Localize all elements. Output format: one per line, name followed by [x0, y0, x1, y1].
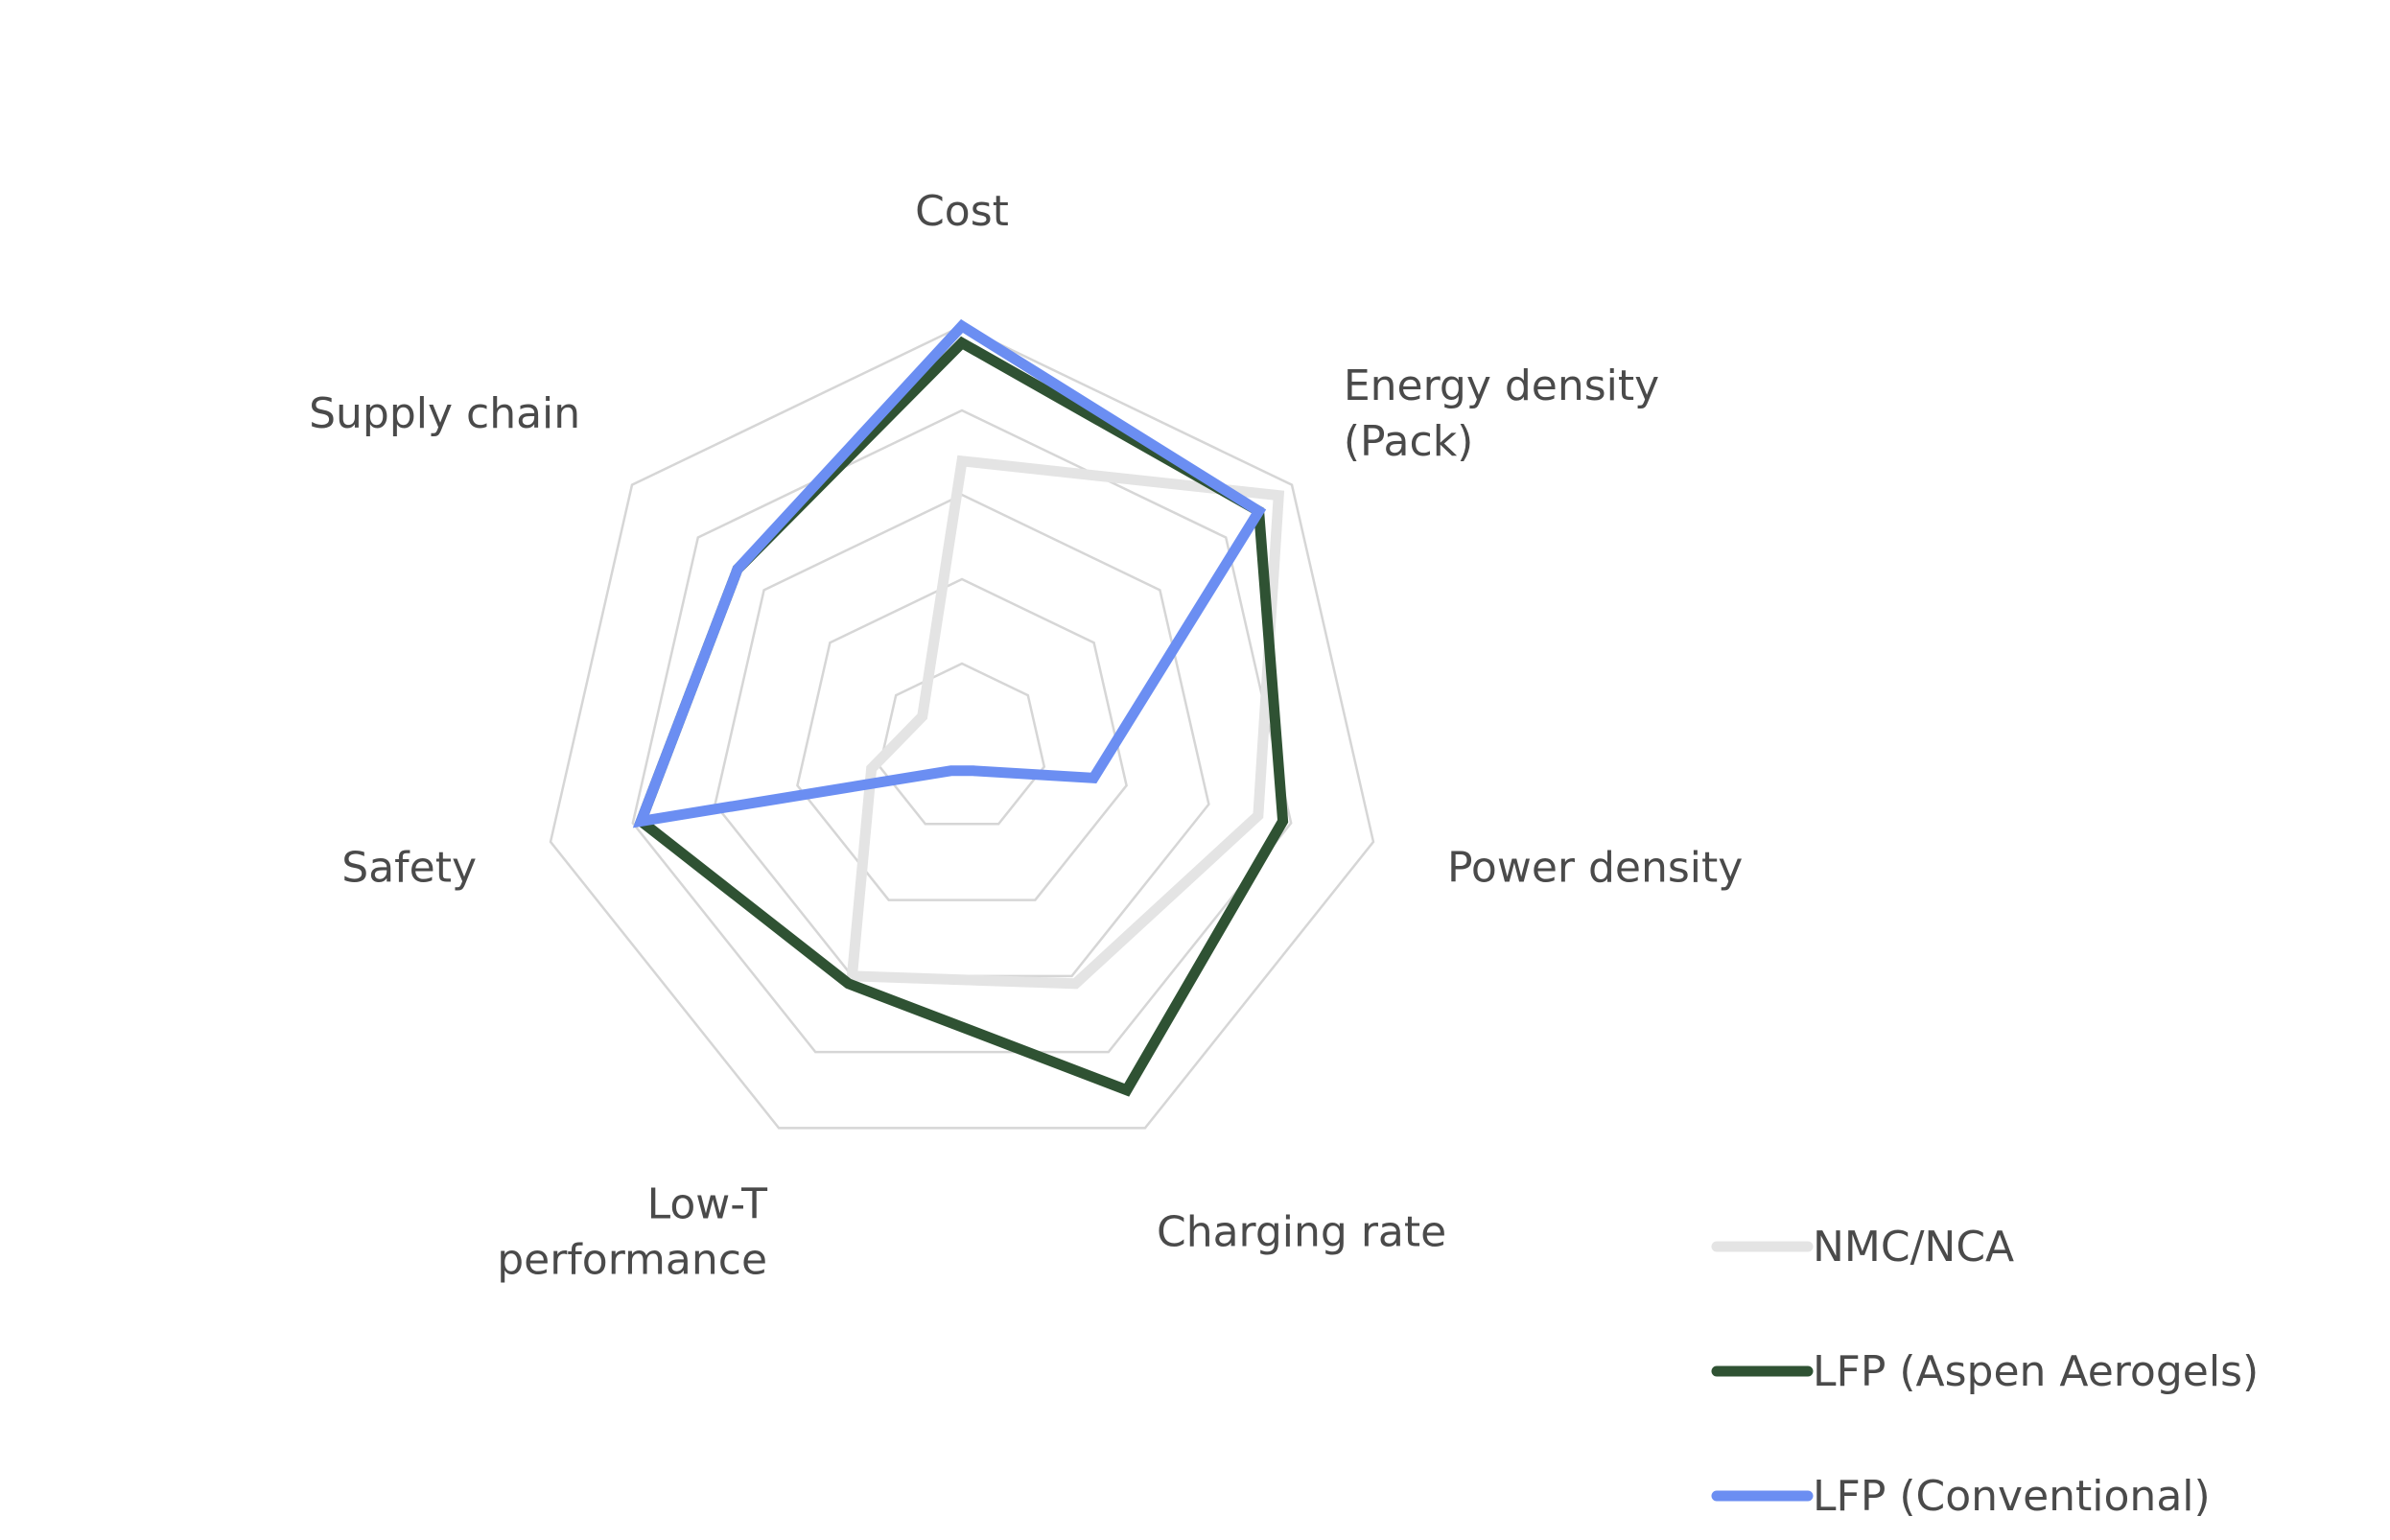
axis-label-5: Safety [341, 844, 477, 893]
series-line-nmc-nca [846, 455, 1285, 990]
axis-label-line: (Pack) [1344, 417, 1474, 466]
grid-ring-2 [796, 577, 1128, 901]
series-line-lfp-conventional [632, 318, 1267, 828]
legend: NMC/NCA LFP (Aspen Aerogels) LFP (Conventi… [1711, 1223, 2259, 1521]
legend-label-lfp-conventional: LFP (Conventional) [1813, 1472, 2211, 1521]
axis-label-3: Charging rate [1157, 1208, 1446, 1257]
axis-label-line: Supply chain [309, 389, 580, 438]
axis-label-line: performance [497, 1236, 767, 1285]
axis-label-0: Cost [915, 187, 1009, 236]
legend-label-nmc-nca: NMC/NCA [1813, 1223, 2014, 1272]
axis-label-line: Low-T [647, 1180, 767, 1229]
axis-labels: Cost Energy density (Pack) Power density Cha… [309, 187, 1743, 1285]
axis-label-1: Energy density (Pack) [1344, 362, 1659, 466]
legend-label-lfp-aspen-aerogels: LFP (Aspen Aerogels) [1813, 1347, 2259, 1396]
axis-label-2: Power density [1447, 844, 1743, 893]
grid-ring-1 [878, 662, 1046, 826]
grid-ring-4 [631, 408, 1293, 1054]
axis-label-line: Cost [915, 187, 1009, 236]
radar-series [632, 318, 1289, 1097]
axis-label-line: Energy density [1344, 362, 1659, 410]
axis-label-4: Low-T performance [497, 1180, 767, 1285]
axis-label-line: Charging rate [1157, 1208, 1446, 1257]
axis-label-6: Supply chain [309, 389, 580, 438]
grid-ring-5 [549, 324, 1375, 1130]
axis-label-line: Safety [341, 844, 477, 893]
grid-ring-3 [714, 493, 1210, 978]
axis-label-line: Power density [1447, 844, 1743, 893]
